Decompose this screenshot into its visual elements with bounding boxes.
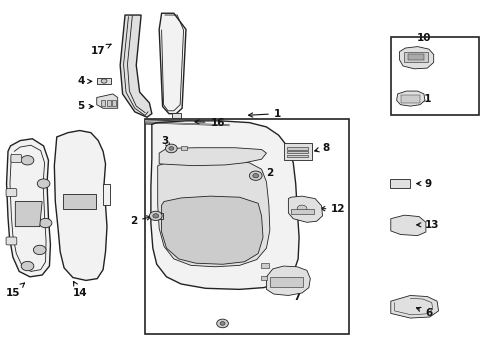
Text: 16: 16 [195, 118, 224, 128]
Text: 3: 3 [162, 136, 170, 148]
Text: 4: 4 [77, 76, 92, 86]
FancyBboxPatch shape [6, 189, 17, 197]
Bar [261, 276, 266, 280]
PathPatch shape [159, 148, 266, 166]
PathPatch shape [103, 184, 110, 205]
Text: 11: 11 [409, 94, 432, 104]
Circle shape [168, 147, 173, 150]
PathPatch shape [288, 196, 322, 222]
Bar [144, 119, 348, 334]
PathPatch shape [266, 266, 310, 296]
Text: 15: 15 [6, 283, 24, 298]
PathPatch shape [158, 160, 269, 267]
Circle shape [297, 205, 306, 212]
Circle shape [37, 179, 50, 188]
Bar [261, 263, 268, 268]
Bar [400, 95, 419, 103]
Bar [153, 213, 162, 220]
FancyBboxPatch shape [172, 113, 181, 118]
Bar [112, 100, 116, 107]
Text: 2: 2 [130, 216, 151, 226]
PathPatch shape [390, 215, 425, 235]
Circle shape [149, 211, 162, 221]
Text: 5: 5 [77, 102, 93, 112]
Circle shape [39, 219, 52, 228]
PathPatch shape [151, 121, 299, 289]
Bar [404, 52, 427, 62]
Circle shape [21, 261, 34, 271]
Circle shape [220, 321, 224, 325]
FancyBboxPatch shape [6, 237, 17, 245]
Text: 12: 12 [320, 204, 345, 214]
Bar [389, 179, 409, 188]
Circle shape [216, 319, 228, 328]
Text: 9: 9 [416, 179, 431, 189]
Text: 1: 1 [248, 109, 281, 119]
Circle shape [33, 245, 46, 255]
PathPatch shape [15, 202, 42, 226]
FancyBboxPatch shape [283, 143, 312, 160]
PathPatch shape [6, 139, 50, 277]
PathPatch shape [390, 296, 438, 318]
Bar [269, 277, 303, 287]
FancyBboxPatch shape [291, 209, 313, 214]
Circle shape [249, 171, 262, 180]
Bar [287, 147, 307, 149]
PathPatch shape [97, 94, 118, 108]
Bar [107, 100, 111, 107]
Bar [97, 78, 111, 84]
Bar [63, 194, 96, 209]
Circle shape [101, 79, 107, 83]
Text: 7: 7 [286, 287, 300, 302]
Text: 6: 6 [416, 307, 431, 318]
Text: 17: 17 [91, 44, 111, 56]
Bar [390, 37, 478, 116]
Circle shape [153, 214, 158, 218]
PathPatch shape [396, 91, 424, 106]
Bar [407, 54, 423, 59]
PathPatch shape [161, 196, 263, 264]
PathPatch shape [144, 120, 229, 127]
Text: 8: 8 [314, 143, 329, 153]
Circle shape [21, 156, 34, 165]
Text: 13: 13 [416, 220, 439, 230]
Text: 10: 10 [416, 33, 430, 43]
FancyBboxPatch shape [11, 154, 21, 162]
Text: 2: 2 [259, 168, 273, 178]
PathPatch shape [54, 131, 107, 280]
PathPatch shape [120, 15, 152, 117]
Bar [181, 146, 186, 150]
Circle shape [165, 144, 177, 153]
Circle shape [252, 174, 258, 178]
Bar [101, 100, 104, 107]
Bar [287, 155, 307, 157]
Bar [287, 151, 307, 153]
Text: 14: 14 [73, 282, 87, 298]
PathPatch shape [159, 13, 185, 114]
PathPatch shape [399, 46, 433, 69]
